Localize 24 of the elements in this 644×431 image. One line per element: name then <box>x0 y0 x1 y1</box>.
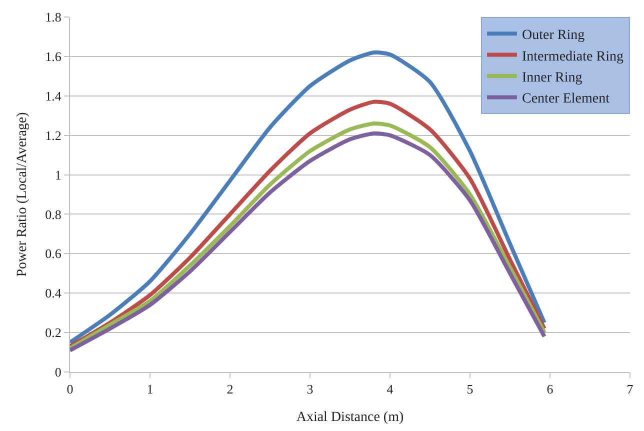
legend-label: Intermediate Ring <box>522 49 624 64</box>
y-tick-label: 1.2 <box>45 128 62 143</box>
x-tick-label: 7 <box>626 382 634 397</box>
y-tick-label: 0 <box>54 364 62 380</box>
x-tick-label: 1 <box>146 382 154 397</box>
x-tick-label: 0 <box>66 382 74 397</box>
y-tick-label: 0.6 <box>45 246 62 262</box>
legend-label: Outer Ring <box>522 28 585 44</box>
x-tick-label: 4 <box>386 382 394 397</box>
y-tick-label: 0.2 <box>45 325 62 340</box>
x-tick-label: 2 <box>226 382 234 397</box>
y-axis-title: Power Ratio (Local/Average) <box>14 112 30 277</box>
y-tick-label: 0.8 <box>45 206 62 222</box>
y-tick-label: 1.8 <box>45 10 62 25</box>
x-tick-label: 5 <box>466 382 474 397</box>
x-tick-label: 6 <box>546 382 554 397</box>
legend-label: Inner Ring <box>522 70 582 86</box>
y-tick-label: 0.4 <box>45 286 62 301</box>
y-tick-label: 1.4 <box>45 88 62 104</box>
y-tick-label: 1 <box>54 167 62 182</box>
x-tick-label: 3 <box>306 382 314 397</box>
x-axis-title: Axial Distance (m) <box>296 410 404 425</box>
legend-label: Center Element <box>522 92 610 107</box>
y-tick-label: 1.6 <box>45 48 62 64</box>
